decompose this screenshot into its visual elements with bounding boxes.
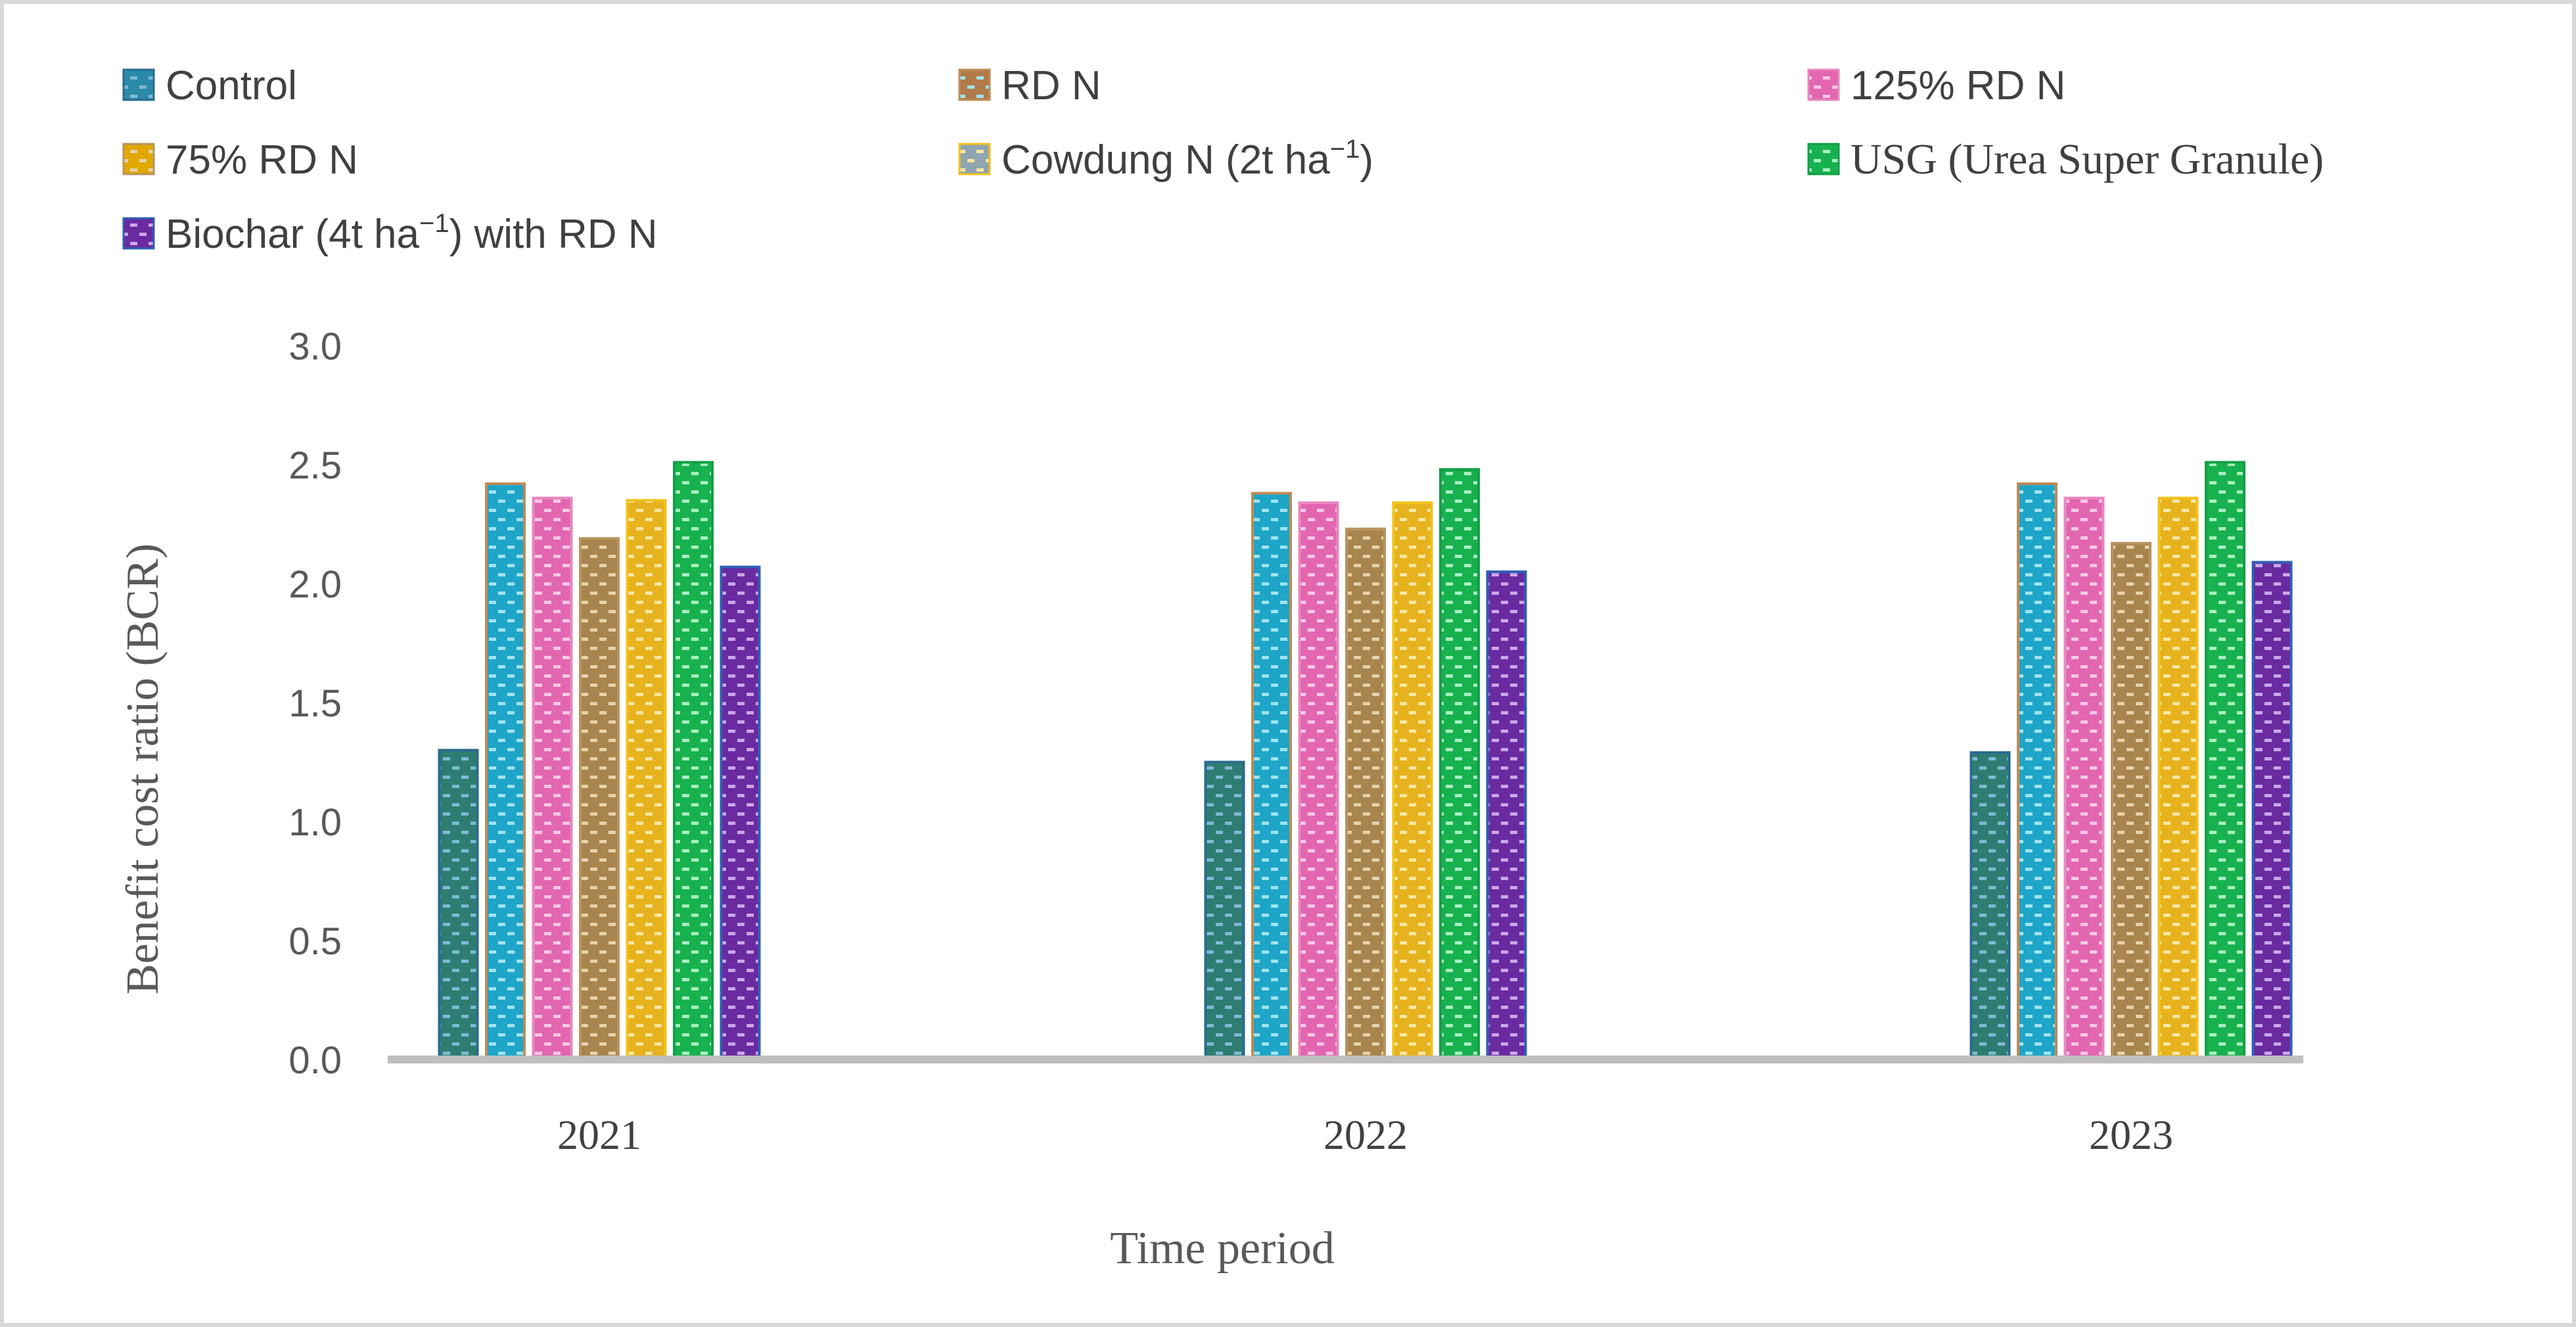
legend-swatch xyxy=(1807,68,1840,101)
legend-swatch xyxy=(958,143,991,175)
x-category-label: 2021 xyxy=(557,1111,641,1158)
legend-label: Control xyxy=(166,63,297,108)
legend-swatch xyxy=(1807,143,1840,175)
legend-label: Cowdung N (2t ha−1) xyxy=(1001,135,1373,183)
legend-item: 125% RD N xyxy=(1807,63,2065,108)
bar xyxy=(1486,570,1527,1061)
legend-swatch xyxy=(122,68,155,101)
bar xyxy=(1251,492,1292,1061)
legend-item: Control xyxy=(122,63,297,108)
y-tick-label: 2.5 xyxy=(288,444,342,487)
legend: Control RD N 125% RD N 75% RD N Cowdung N (2… xyxy=(122,63,2324,257)
y-tick-label: 0.0 xyxy=(288,1039,342,1082)
bar xyxy=(720,565,761,1061)
y-tick-label: 1.0 xyxy=(288,801,342,844)
y-tick-label: 2.0 xyxy=(288,563,342,606)
legend-label: USG (Urea Super Granule) xyxy=(1851,135,2324,183)
legend-label: Biochar (4t ha−1) with RD N xyxy=(166,209,658,257)
bar xyxy=(1439,468,1480,1061)
bar xyxy=(485,482,526,1061)
y-tick-label: 1.5 xyxy=(288,682,342,725)
bars xyxy=(438,461,2293,1061)
bar xyxy=(1298,501,1339,1061)
bar xyxy=(579,537,620,1061)
legend-swatch xyxy=(122,143,155,175)
y-tick-label: 3.0 xyxy=(288,325,342,368)
bar xyxy=(1345,527,1386,1061)
x-category-label: 2022 xyxy=(1323,1111,1408,1158)
legend-swatch xyxy=(122,217,155,250)
legend-label: 125% RD N xyxy=(1851,63,2065,108)
bar xyxy=(626,499,667,1061)
legend-swatch xyxy=(958,68,991,101)
x-category-label: 2023 xyxy=(2089,1111,2173,1158)
bar xyxy=(2157,496,2199,1061)
legend-item: 75% RD N xyxy=(122,137,358,183)
x-axis-title: Time period xyxy=(1110,1223,1335,1274)
bar xyxy=(2017,482,2058,1061)
bar xyxy=(673,461,714,1061)
bar xyxy=(1969,751,2011,1061)
bar xyxy=(2063,496,2105,1061)
bar xyxy=(532,496,573,1061)
legend-item: Cowdung N (2t ha−1) xyxy=(958,135,1373,183)
legend-label: 75% RD N xyxy=(166,137,358,183)
legend-label: RD N xyxy=(1001,63,1101,108)
bar xyxy=(2205,461,2245,1061)
bar xyxy=(1204,760,1245,1061)
bar xyxy=(1392,501,1433,1061)
legend-item: USG (Urea Super Granule) xyxy=(1807,135,2324,183)
y-axis-title: Benefit cost ratio (BCR) xyxy=(118,544,168,994)
bar xyxy=(438,749,479,1061)
legend-item: RD N xyxy=(958,63,1101,108)
legend-item: Biochar (4t ha−1) with RD N xyxy=(122,209,658,257)
bar xyxy=(2111,542,2151,1061)
y-axis-tick-labels: 0.0 0.5 1.0 1.5 2.0 2.5 3.0 xyxy=(288,325,342,1082)
bar xyxy=(2251,561,2293,1061)
x-axis-category-labels: 2021 2022 2023 xyxy=(557,1111,2173,1158)
y-tick-label: 0.5 xyxy=(288,920,342,963)
